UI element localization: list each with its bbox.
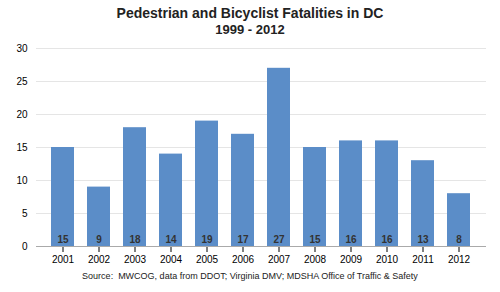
svg-text:9: 9 [96,234,102,245]
svg-text:18: 18 [129,234,141,245]
svg-text:2011: 2011 [412,254,434,265]
svg-text:15: 15 [16,142,28,153]
svg-text:5: 5 [22,208,28,219]
svg-text:15: 15 [309,234,321,245]
svg-text:15: 15 [57,234,69,245]
svg-text:2003: 2003 [124,254,147,265]
svg-text:16: 16 [381,234,393,245]
svg-text:0: 0 [22,241,28,252]
html-text:1999 - 2012: 1999 - 2012 [215,22,285,37]
svg-text:17: 17 [237,234,249,245]
svg-text:2005: 2005 [196,254,219,265]
svg-text:2006: 2006 [232,254,255,265]
svg-text:8: 8 [456,234,462,245]
svg-text:2009: 2009 [340,254,363,265]
svg-text:27: 27 [273,234,285,245]
svg-text:2004: 2004 [160,254,183,265]
svg-text:2002: 2002 [88,254,111,265]
svg-text:30: 30 [16,43,28,54]
svg-text:2008: 2008 [304,254,327,265]
svg-text:2001: 2001 [52,254,75,265]
svg-text:2007: 2007 [268,254,291,265]
html-text:Source: MWCOG, data from DDOT;: Source: MWCOG, data from DDOT; Virginia … [82,271,418,281]
svg-text:10: 10 [16,175,28,186]
svg-text:2012: 2012 [448,254,471,265]
svg-text:20: 20 [16,109,28,120]
svg-text:2010: 2010 [376,254,399,265]
svg-text:14: 14 [165,234,177,245]
html-text:Pedestrian and Bicyclist Fatal: Pedestrian and Bicyclist Fatalities in D… [116,5,384,21]
svg-text:16: 16 [345,234,357,245]
svg-text:25: 25 [16,76,28,87]
svg-text:19: 19 [201,234,213,245]
svg-text:13: 13 [417,234,429,245]
